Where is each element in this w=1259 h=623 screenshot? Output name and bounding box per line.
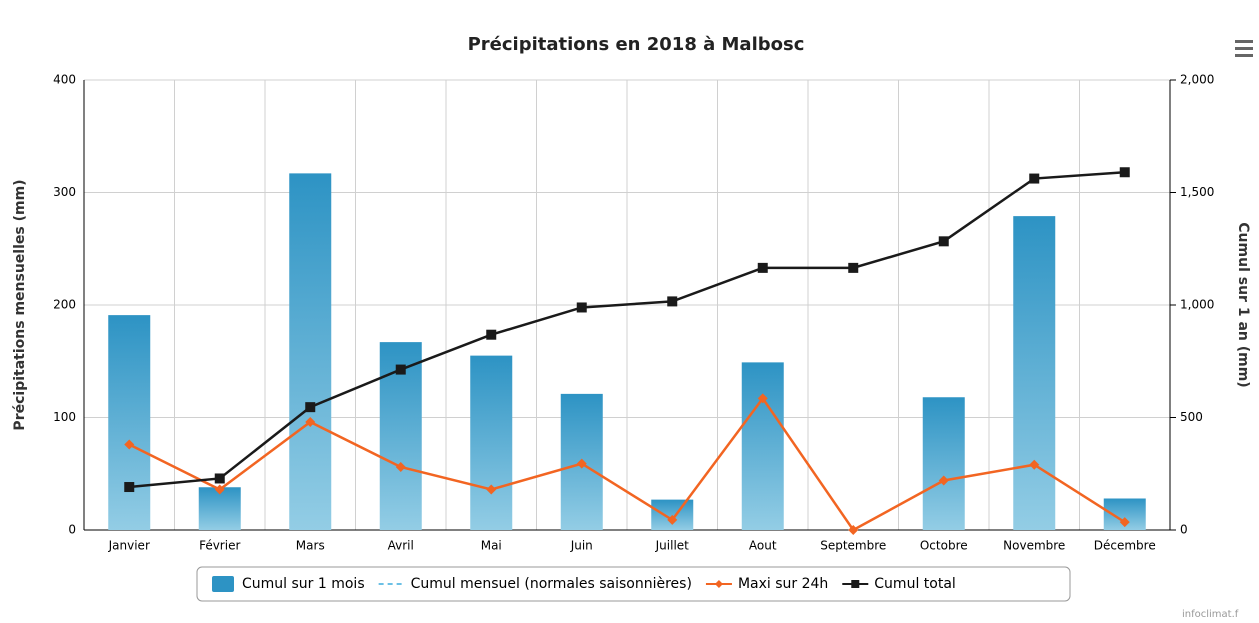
y2-tick-label: 2,000 <box>1180 73 1214 87</box>
marker <box>938 236 949 247</box>
legend-box <box>196 566 1071 602</box>
y2-tick-label: 1,500 <box>1180 185 1214 199</box>
marker <box>1029 173 1040 184</box>
legend-label: Maxi sur 24h <box>738 576 828 592</box>
x-tick-label: Novembre <box>1003 539 1065 553</box>
menu-icon[interactable] <box>1235 40 1253 57</box>
marker <box>486 329 497 340</box>
y2-tick-label: 1,000 <box>1180 298 1214 312</box>
legend-symbol <box>851 580 860 588</box>
marker <box>395 462 406 472</box>
x-tick-label: Septembre <box>820 539 886 553</box>
y2-axis-title: Cumul sur 1 an (mm) <box>1235 222 1251 387</box>
x-tick-label: Janvier <box>108 539 150 553</box>
x-tick-label: Décembre <box>1094 539 1156 553</box>
marker <box>305 417 316 427</box>
marker <box>124 439 135 450</box>
marker <box>1119 517 1130 528</box>
y-tick-label: 100 <box>53 410 76 424</box>
bar <box>922 397 965 530</box>
y2-tick-label: 0 <box>1180 523 1188 537</box>
credit: infoclimat.f <box>1182 609 1239 620</box>
x-tick-label: Avril <box>388 539 414 553</box>
legend-label: Cumul sur 1 mois <box>242 576 365 592</box>
marker <box>576 302 587 313</box>
legend-symbol <box>714 580 723 588</box>
marker <box>1029 459 1040 470</box>
y-axis-title: Précipitations mensuelles (mm) <box>12 179 28 430</box>
marker <box>848 525 859 535</box>
marker <box>486 484 497 495</box>
x-tick-label: Février <box>199 539 240 553</box>
y-tick-label: 300 <box>53 185 76 199</box>
x-tick-label: Juin <box>570 539 593 553</box>
marker <box>757 393 768 404</box>
x-tick-label: Mai <box>481 539 502 553</box>
y-tick-label: 400 <box>53 73 76 87</box>
x-tick-label: Mars <box>296 539 325 553</box>
marker <box>1119 167 1130 178</box>
marker <box>395 364 406 375</box>
legend-label: Cumul mensuel (normales saisonnières) <box>411 576 692 592</box>
line <box>129 171 1125 489</box>
legend-symbol <box>212 576 234 592</box>
bar <box>1013 216 1056 530</box>
y2-tick-label: 500 <box>1180 410 1203 424</box>
bar <box>741 362 784 530</box>
bar <box>651 499 694 530</box>
y-tick-label: 200 <box>53 298 76 312</box>
marker <box>938 475 949 486</box>
marker <box>214 473 225 484</box>
bar <box>470 355 513 530</box>
marker <box>214 484 225 495</box>
bar <box>289 173 332 530</box>
marker <box>576 458 587 469</box>
bar <box>108 315 151 530</box>
chart-title: Précipitations en 2018 à Malbosc <box>468 34 805 55</box>
x-tick-label: Octobre <box>920 539 968 553</box>
marker <box>305 402 316 413</box>
marker <box>757 262 768 273</box>
marker <box>667 296 678 307</box>
marker <box>848 262 859 273</box>
legend-label: Cumul total <box>874 576 956 592</box>
y-tick-label: 0 <box>68 523 76 537</box>
marker <box>667 514 678 525</box>
x-tick-label: Juillet <box>655 539 690 553</box>
marker <box>124 482 135 493</box>
line <box>128 396 1126 532</box>
x-tick-label: Aout <box>749 539 777 553</box>
